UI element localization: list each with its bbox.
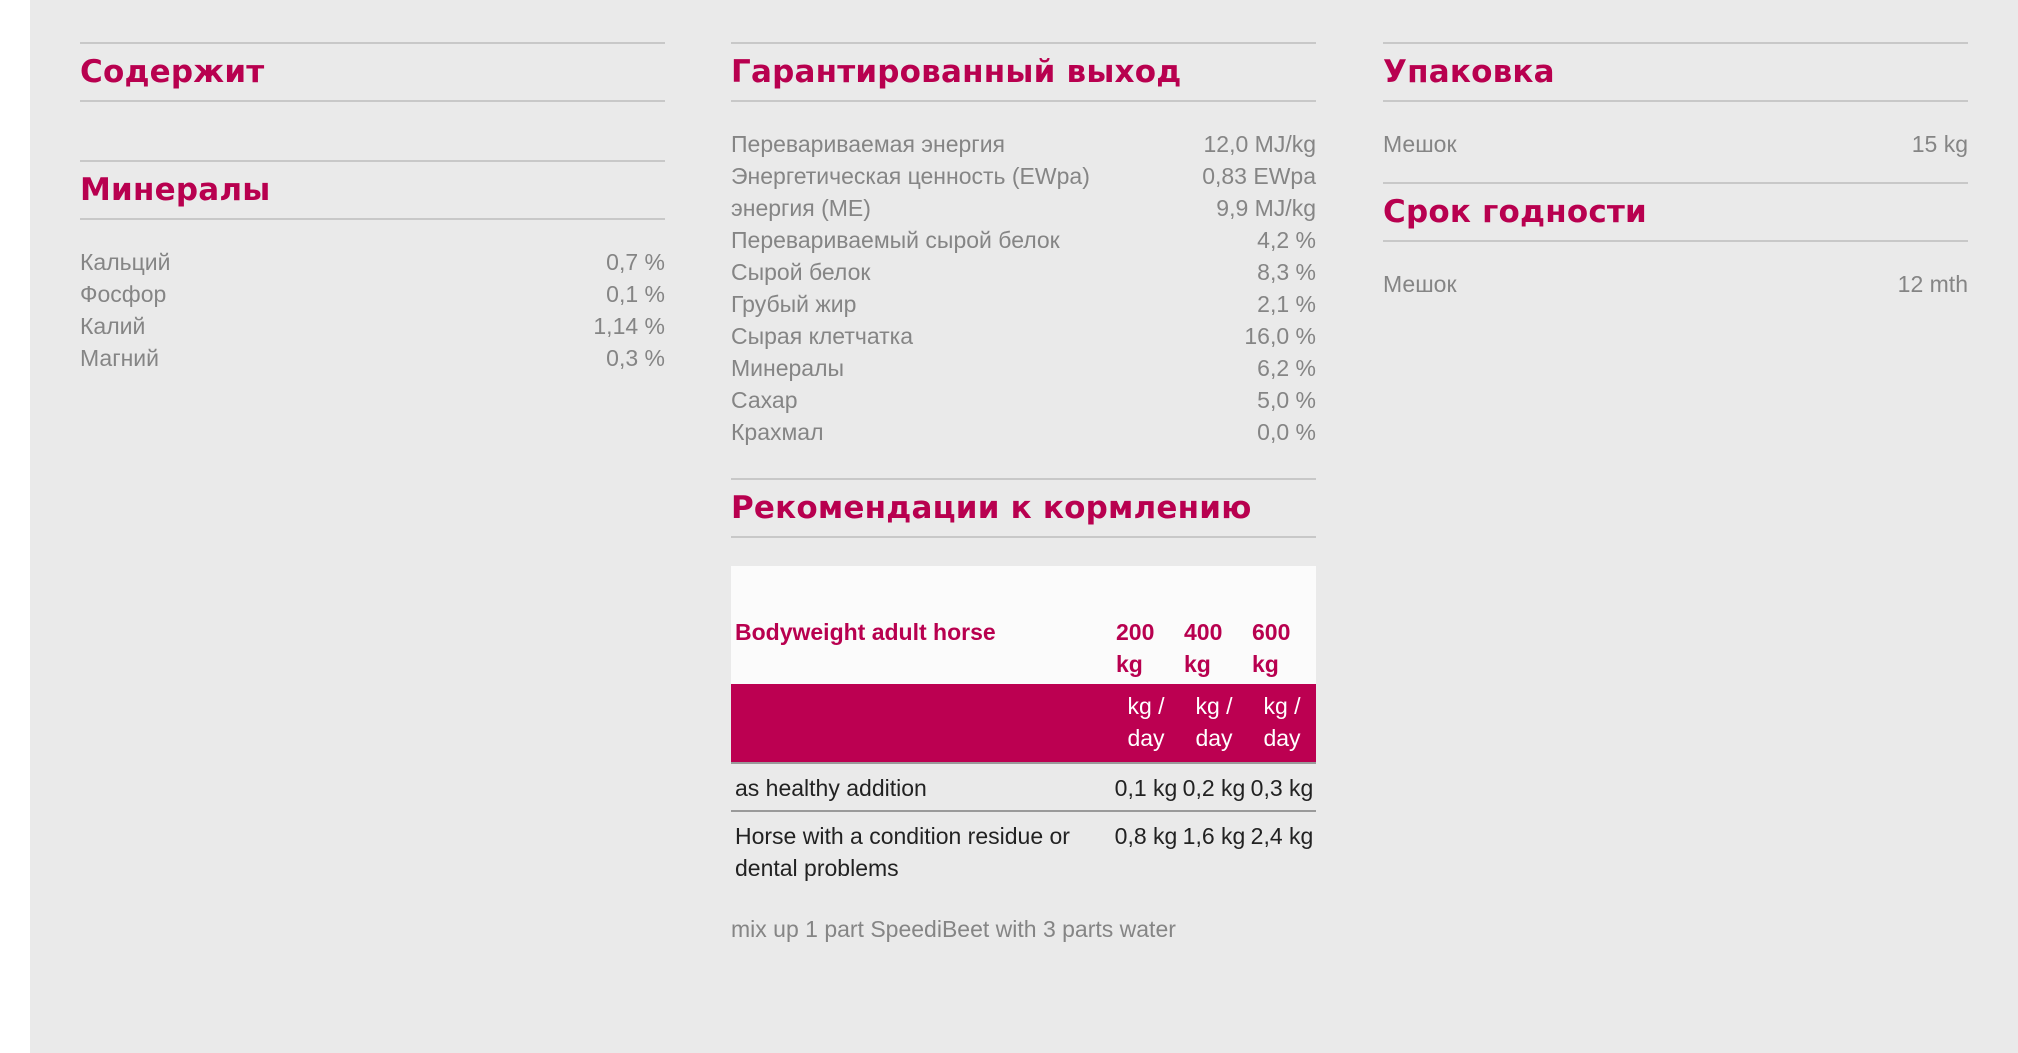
mineral-label: Калий — [80, 313, 146, 339]
guaranteed-list: Перевариваемая энергия 12,0 MJ/kg Энергет… — [731, 102, 1316, 448]
weight-400: 400 kg — [1184, 619, 1223, 677]
packaging-list: Мешок 15 kg — [1383, 102, 1968, 160]
nutrient-label: Перевариваемая энергия — [731, 131, 1006, 157]
feeding-header: Рекомендации к кормлению — [731, 478, 1316, 538]
weight-200: 200 kg — [1116, 619, 1155, 677]
nutrient-row: Энергетическая ценность (EWpa) 0,83 EWpa — [731, 160, 1316, 192]
nutrient-value: 16,0 % — [1244, 323, 1316, 349]
mineral-label: Кальций — [80, 249, 171, 275]
mineral-row: Калий 1,14 % — [80, 310, 665, 342]
feeding-note: mix up 1 part SpeediBeet with 3 parts wa… — [731, 916, 1176, 942]
shelf-life-value: 12 mth — [1897, 271, 1968, 297]
mineral-label: Фосфор — [80, 281, 167, 307]
nutrient-value: 9,9 MJ/kg — [1216, 195, 1316, 221]
minerals-list: Кальций 0,7 % Фосфор 0,1 % Калий 1,14 % … — [80, 220, 665, 374]
contains-title: Содержит — [80, 54, 265, 90]
unit-label: kg / day — [1127, 693, 1165, 751]
nutrient-value: 4,2 % — [1257, 227, 1316, 253]
row-value: 2,4 kg — [1248, 810, 1316, 890]
nutrient-label: Сахар — [731, 387, 798, 413]
row-value: 1,6 kg — [1180, 810, 1248, 890]
nutrient-value: 8,3 % — [1257, 259, 1316, 285]
mineral-row: Кальций 0,7 % — [80, 246, 665, 278]
packaging-value: 15 kg — [1911, 131, 1968, 157]
content-panel: Содержит Минералы Кальций 0,7 % Фосфор 0… — [30, 0, 2018, 1053]
nutrient-label: Сырой белок — [731, 259, 871, 285]
table-row: Horse with a condition residue or dental… — [731, 810, 1316, 890]
nutrient-label: Энергетическая ценность (EWpa) — [731, 163, 1090, 189]
row-label: as healthy addition — [731, 762, 1112, 811]
nutrient-label: Сырая клетчатка — [731, 323, 914, 349]
guaranteed-title: Гарантированный выход — [731, 54, 1182, 90]
shelf-life-title: Срок годности — [1383, 194, 1647, 230]
row-value: 0,1 kg — [1112, 762, 1180, 811]
nutrient-value: 0,83 EWpa — [1202, 163, 1316, 189]
nutrient-label: Минералы — [731, 355, 845, 381]
mineral-row: Фосфор 0,1 % — [80, 278, 665, 310]
nutrient-value: 2,1 % — [1257, 291, 1316, 317]
nutrient-row: Грубый жир 2,1 % — [731, 288, 1316, 320]
nutrient-row: Сырой белок 8,3 % — [731, 256, 1316, 288]
contains-header: Содержит — [80, 42, 665, 102]
packaging-row: Мешок 15 kg — [1383, 128, 1968, 160]
packaging-title: Упаковка — [1383, 54, 1555, 90]
mineral-label: Магний — [80, 345, 159, 371]
column-right: Упаковка Мешок 15 kg Срок годности Мешок… — [1383, 42, 1968, 300]
row-value: 0,2 kg — [1180, 762, 1248, 811]
shelf-life-list: Мешок 12 mth — [1383, 242, 1968, 300]
minerals-title: Минералы — [80, 172, 271, 208]
nutrient-label: энергия (ME) — [731, 195, 871, 221]
mineral-value: 0,3 % — [606, 345, 665, 371]
feeding-title: Рекомендации к кормлению — [731, 490, 1252, 526]
bodyweight-label: Bodyweight adult horse — [735, 619, 996, 645]
mineral-row: Магний 0,3 % — [80, 342, 665, 374]
nutrient-label: Крахмал — [731, 419, 824, 445]
nutrient-row: Крахмал 0,0 % — [731, 416, 1316, 448]
nutrient-label: Перевариваемый сырой белок — [731, 227, 1060, 253]
unit-label: kg / day — [1195, 693, 1233, 751]
feeding-unit-row: kg / day kg / day kg / day — [731, 684, 1316, 763]
column-left: Содержит Минералы Кальций 0,7 % Фосфор 0… — [80, 42, 665, 374]
nutrient-label: Грубый жир — [731, 291, 857, 317]
nutrient-row: Сахар 5,0 % — [731, 384, 1316, 416]
feeding-header-row: Bodyweight adult horse 200 kg 400 kg 600… — [731, 566, 1316, 684]
nutrient-value: 0,0 % — [1257, 419, 1316, 445]
minerals-header: Минералы — [80, 160, 665, 220]
feeding-table: Bodyweight adult horse 200 kg 400 kg 600… — [731, 566, 1316, 890]
nutrient-value: 12,0 MJ/kg — [1203, 131, 1317, 157]
row-label: Horse with a condition residue or dental… — [731, 810, 1112, 890]
nutrient-row: Минералы 6,2 % — [731, 352, 1316, 384]
nutrient-row: Перевариваемый сырой белок 4,2 % — [731, 224, 1316, 256]
shelf-life-label: Мешок — [1383, 271, 1457, 297]
row-value: 0,3 kg — [1248, 762, 1316, 811]
mineral-value: 0,1 % — [606, 281, 665, 307]
table-row: as healthy addition 0,1 kg 0,2 kg 0,3 kg — [731, 762, 1316, 811]
shelf-life-row: Мешок 12 mth — [1383, 268, 1968, 300]
unit-label: kg / day — [1263, 693, 1301, 751]
packaging-label: Мешок — [1383, 131, 1457, 157]
guaranteed-header: Гарантированный выход — [731, 42, 1316, 102]
nutrient-row: энергия (ME) 9,9 MJ/kg — [731, 192, 1316, 224]
packaging-header: Упаковка — [1383, 42, 1968, 102]
column-middle: Гарантированный выход Перевариваемая эне… — [731, 42, 1316, 943]
weight-600: 600 kg — [1252, 619, 1291, 677]
mineral-value: 0,7 % — [606, 249, 665, 275]
shelf-life-header: Срок годности — [1383, 182, 1968, 242]
nutrient-value: 6,2 % — [1257, 355, 1316, 381]
nutrient-value: 5,0 % — [1257, 387, 1316, 413]
mineral-value: 1,14 % — [593, 313, 665, 339]
row-value: 0,8 kg — [1112, 810, 1180, 890]
nutrient-row: Перевариваемая энергия 12,0 MJ/kg — [731, 128, 1316, 160]
nutrient-row: Сырая клетчатка 16,0 % — [731, 320, 1316, 352]
